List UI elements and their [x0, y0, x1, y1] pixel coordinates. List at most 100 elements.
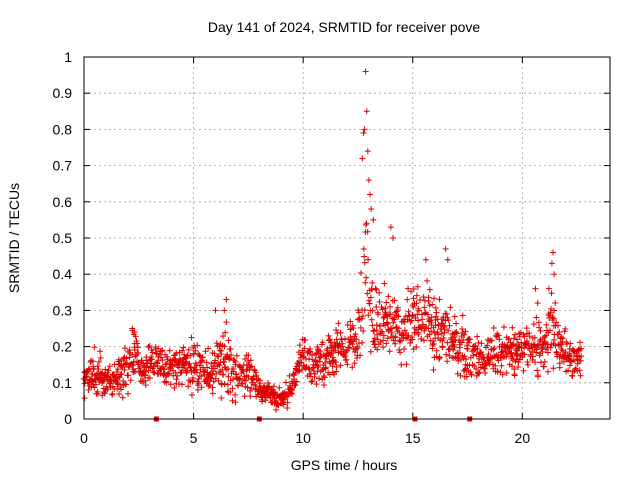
- data-point: [223, 319, 230, 326]
- data-point: [393, 308, 400, 315]
- data-point: [218, 351, 225, 358]
- data-point: [94, 390, 101, 397]
- data-point: [542, 340, 549, 347]
- data-point: [548, 260, 555, 267]
- data-point: [205, 383, 212, 390]
- data-point: [344, 322, 351, 329]
- data-point: [385, 293, 392, 300]
- data-point: [532, 285, 539, 292]
- data-point: [552, 299, 559, 306]
- data-point: [214, 352, 221, 359]
- data-point: [333, 368, 340, 375]
- data-point: [357, 324, 364, 331]
- data-point: [414, 283, 421, 290]
- data-point: [478, 340, 485, 347]
- data-point: [383, 340, 390, 347]
- data-point: [181, 351, 188, 358]
- data-point: [225, 337, 232, 344]
- data-point: [458, 339, 465, 346]
- data-point: [551, 336, 558, 343]
- data-point: [368, 316, 375, 323]
- data-point: [342, 353, 349, 360]
- y-tick-label: 0: [64, 411, 72, 427]
- data-point: [376, 322, 383, 329]
- data-point: [194, 386, 201, 393]
- data-point: [422, 256, 429, 263]
- data-point: [233, 371, 240, 378]
- data-point: [328, 350, 335, 357]
- data-point: [232, 358, 239, 365]
- data-point: [228, 352, 235, 359]
- data-point: [575, 346, 582, 353]
- data-point: [244, 384, 251, 391]
- data-point: [440, 314, 447, 321]
- data-point: [352, 331, 359, 338]
- data-point: [165, 371, 172, 378]
- data-point: [103, 383, 110, 390]
- data-point: [370, 216, 377, 223]
- data-point: [151, 369, 158, 376]
- data-point: [535, 319, 542, 326]
- data-point: [343, 356, 350, 363]
- data-point: [319, 339, 326, 346]
- data-point: [182, 358, 189, 365]
- data-point: [498, 354, 505, 361]
- data-point: [166, 347, 173, 354]
- data-point: [524, 338, 531, 345]
- data-point: [428, 319, 435, 326]
- data-point: [146, 357, 153, 364]
- y-tick-label: 0.9: [53, 85, 73, 101]
- x-tick-label: 5: [190, 430, 198, 446]
- data-point: [443, 310, 450, 317]
- data-point: [114, 385, 121, 392]
- data-point: [375, 311, 382, 318]
- data-point: [338, 336, 345, 343]
- data-point: [395, 313, 402, 320]
- data-point: [576, 339, 583, 346]
- data-point: [127, 377, 134, 384]
- data-point: [194, 342, 201, 349]
- data-point: [430, 340, 437, 347]
- data-point: [424, 311, 431, 318]
- data-point: [145, 344, 152, 351]
- data-points: [80, 68, 585, 422]
- data-point: [239, 380, 246, 387]
- data-point: [367, 294, 374, 301]
- data-point: [457, 372, 464, 379]
- data-point: [293, 363, 300, 370]
- data-point: [136, 363, 143, 370]
- data-point: [429, 342, 436, 349]
- data-point: [142, 371, 149, 378]
- data-point: [525, 340, 532, 347]
- data-point: [426, 331, 433, 338]
- data-point: [365, 312, 372, 319]
- data-point: [229, 385, 236, 392]
- data-point: [405, 332, 412, 339]
- data-point: [396, 346, 403, 353]
- y-tick-label: 0.5: [53, 230, 73, 246]
- data-point: [541, 358, 548, 365]
- data-point: [461, 366, 468, 373]
- data-point: [322, 359, 329, 366]
- data-point: [295, 368, 302, 375]
- data-point: [167, 381, 174, 388]
- data-point: [221, 380, 228, 387]
- data-point: [359, 339, 366, 346]
- data-point: [96, 358, 103, 365]
- y-tick-label: 0.7: [53, 158, 73, 174]
- data-point: [179, 347, 186, 354]
- data-point: [209, 371, 216, 378]
- data-point: [301, 345, 308, 352]
- data-point: [113, 368, 120, 375]
- data-point: [359, 155, 366, 162]
- data-point: [202, 348, 209, 355]
- data-point: [446, 322, 453, 329]
- data-point: [488, 337, 495, 344]
- data-point: [404, 296, 411, 303]
- data-point: [374, 346, 381, 353]
- data-point: [225, 373, 232, 380]
- data-point: [296, 367, 303, 374]
- data-point: [453, 320, 460, 327]
- data-point: [353, 336, 360, 343]
- data-point: [508, 363, 515, 370]
